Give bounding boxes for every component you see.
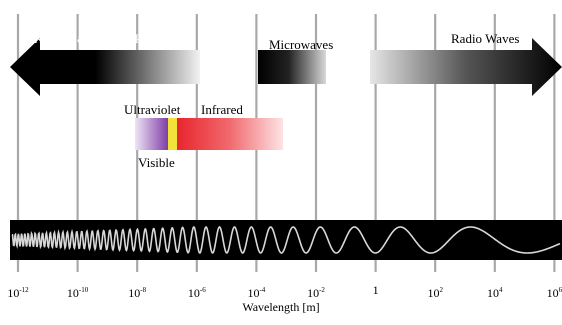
tick-label: 10-4: [247, 286, 266, 300]
microwaves-label: Microwaves: [269, 37, 334, 52]
radio-waves-label: Radio Waves: [451, 31, 520, 46]
ultraviolet-bar: [135, 118, 169, 150]
tick-label: 106: [546, 286, 562, 300]
radio-waves-arrow: [370, 38, 562, 96]
tick-label: 10-10: [66, 286, 89, 300]
wavelength-waveform: [11, 225, 561, 254]
tick-label: 10-2: [307, 286, 325, 300]
tick-label: 1: [372, 283, 379, 297]
visible-label: Visible: [138, 155, 175, 170]
infrared-bar: [177, 118, 283, 150]
xray-gamma-label: X-Rays & Gamma Rays: [34, 31, 161, 46]
xray-gamma-arrow: [10, 38, 200, 96]
tick-label: 104: [487, 286, 503, 300]
wave-strip: [10, 220, 562, 260]
visible-bar: [168, 118, 177, 150]
axis-label: Wavelength [m]: [242, 300, 320, 314]
tick-label: 10-8: [128, 286, 147, 300]
infrared-label: Infrared: [201, 102, 243, 117]
microwaves-bar: [258, 50, 326, 84]
tick-label: 10-6: [187, 286, 206, 300]
ultraviolet-label: Ultraviolet: [124, 102, 181, 117]
tick-label: 102: [427, 286, 443, 300]
tick-label: 10-12: [7, 286, 29, 300]
